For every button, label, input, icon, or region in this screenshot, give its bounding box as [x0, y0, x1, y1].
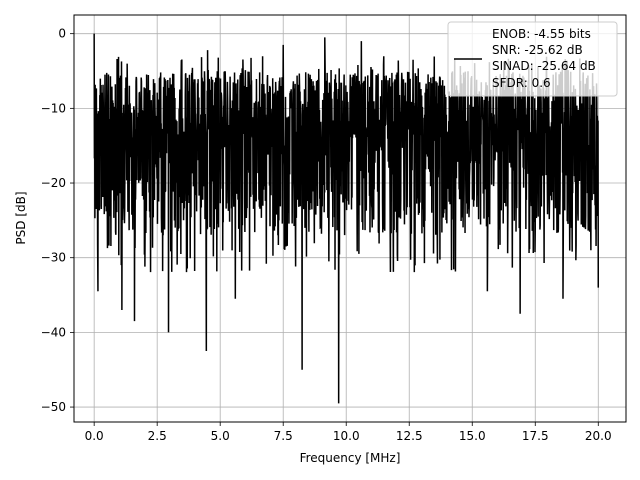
x-tick-label: 20.0: [585, 429, 612, 443]
legend: ENOB: -4.55 bits SNR: -25.62 dB SINAD: -…: [447, 21, 618, 97]
x-tick-label: 0.0: [85, 429, 104, 443]
x-axis-label: Frequency [MHz]: [300, 451, 401, 465]
x-tick-label: 10.0: [333, 429, 360, 443]
legend-line-snr: SNR: -25.62 dB: [492, 43, 583, 57]
x-tick-label: 17.5: [522, 429, 549, 443]
x-tick-label: 7.5: [274, 429, 293, 443]
y-tick-label: 0: [58, 27, 66, 41]
legend-line-sfdr: SFDR: 0.6: [492, 76, 551, 90]
y-axis-label: PSD [dB]: [14, 191, 28, 244]
x-tick-label: 2.5: [148, 429, 167, 443]
legend-line-sinad: SINAD: -25.64 dB: [492, 59, 596, 73]
y-axis-ticks: 0 −10 −20 −30 −40 −50: [41, 27, 74, 414]
x-tick-label: 12.5: [396, 429, 423, 443]
x-tick-label: 15.0: [459, 429, 486, 443]
plot-area: [93, 33, 600, 404]
plot-frame: [73, 14, 627, 423]
legend-box: [447, 21, 618, 97]
y-tick-label: −30: [41, 251, 66, 265]
y-tick-label: −50: [41, 400, 66, 414]
psd-series-line: [93, 33, 600, 404]
x-axis-ticks: 0.0 2.5 5.0 7.5 10.0 12.5 15.0 17.5 20.0: [85, 422, 612, 443]
y-tick-label: −10: [41, 101, 66, 115]
y-tick-label: −40: [41, 325, 66, 339]
legend-line-enob: ENOB: -4.55 bits: [492, 27, 591, 41]
y-tick-label: −20: [41, 176, 66, 190]
x-tick-label: 5.0: [211, 429, 230, 443]
